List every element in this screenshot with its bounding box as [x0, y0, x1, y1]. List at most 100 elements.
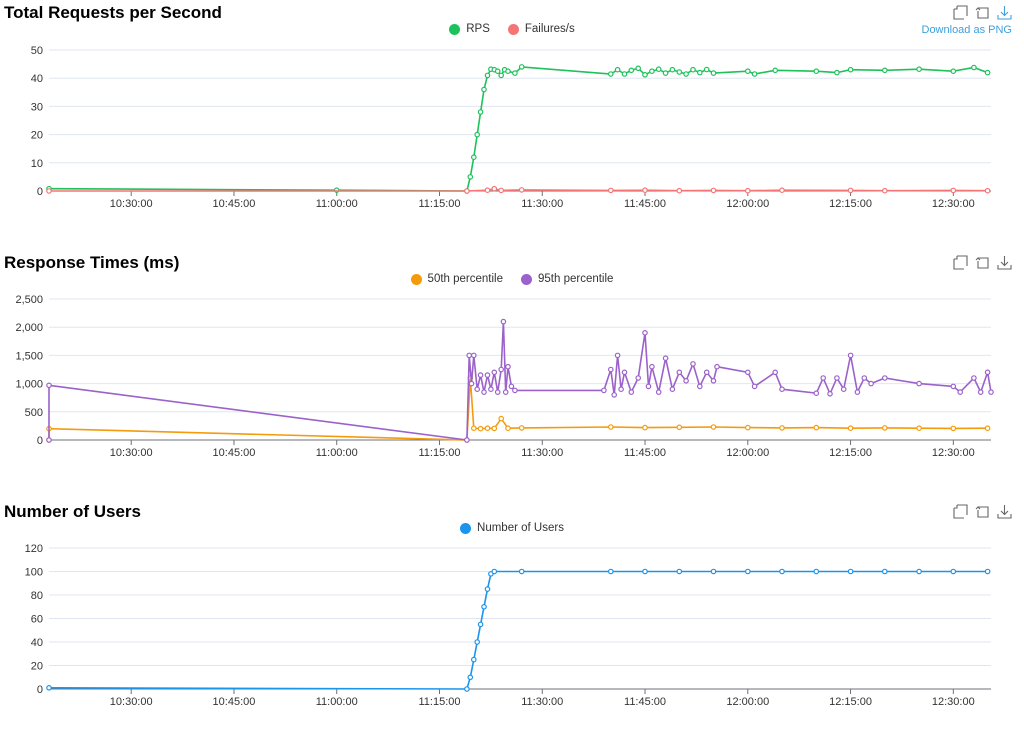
data-point[interactable]	[611, 392, 618, 398]
data-point[interactable]	[916, 380, 922, 387]
data-point[interactable]	[714, 363, 720, 370]
data-point[interactable]	[628, 67, 635, 74]
data-point[interactable]	[868, 380, 874, 387]
data-point[interactable]	[484, 187, 491, 194]
data-point[interactable]	[500, 318, 507, 325]
data-point[interactable]	[710, 187, 717, 194]
data-point[interactable]	[834, 375, 840, 381]
data-point[interactable]	[847, 66, 854, 73]
data-point[interactable]	[881, 425, 888, 431]
data-point[interactable]	[779, 386, 785, 393]
download-as-png-label[interactable]: Download as PNG	[921, 24, 1013, 36]
data-point[interactable]	[834, 69, 840, 76]
data-point[interactable]	[484, 425, 491, 432]
download-icon[interactable]	[997, 5, 1012, 20]
data-point[interactable]	[467, 674, 474, 681]
data-point[interactable]	[696, 69, 703, 76]
data-point[interactable]	[820, 375, 827, 381]
data-point[interactable]	[703, 66, 710, 73]
data-point[interactable]	[488, 386, 494, 393]
data-point[interactable]	[950, 383, 957, 390]
data-point[interactable]	[628, 389, 635, 395]
legend-item[interactable]: Failures/s	[507, 23, 575, 35]
legend-item[interactable]: 95th percentile	[521, 273, 613, 285]
data-point[interactable]	[477, 621, 484, 628]
data-point[interactable]	[464, 437, 470, 443]
data-point[interactable]	[710, 568, 717, 575]
data-point[interactable]	[696, 383, 703, 390]
data-point[interactable]	[505, 363, 511, 370]
data-point[interactable]	[813, 568, 820, 575]
data-point[interactable]	[614, 66, 621, 73]
data-point[interactable]	[690, 66, 696, 73]
data-point[interactable]	[779, 425, 785, 431]
data-point[interactable]	[481, 604, 487, 610]
data-point[interactable]	[744, 424, 751, 431]
zoom-icon[interactable]	[953, 504, 968, 519]
data-point[interactable]	[502, 389, 509, 395]
data-point[interactable]	[46, 685, 52, 691]
data-point[interactable]	[607, 187, 614, 194]
data-point[interactable]	[494, 68, 501, 75]
zoom-icon[interactable]	[953, 5, 968, 20]
data-point[interactable]	[916, 66, 922, 73]
restore-icon[interactable]	[975, 504, 990, 519]
data-point[interactable]	[772, 67, 779, 74]
data-point[interactable]	[498, 366, 505, 373]
data-point[interactable]	[464, 188, 470, 194]
data-point[interactable]	[744, 68, 751, 75]
data-point[interactable]	[470, 656, 477, 663]
data-point[interactable]	[477, 372, 484, 378]
data-point[interactable]	[474, 639, 481, 645]
data-point[interactable]	[840, 386, 847, 393]
data-point[interactable]	[984, 425, 991, 432]
data-point[interactable]	[950, 68, 957, 75]
data-point[interactable]	[498, 187, 505, 194]
data-point[interactable]	[676, 568, 683, 575]
data-point[interactable]	[744, 568, 751, 575]
data-point[interactable]	[491, 369, 498, 376]
data-point[interactable]	[847, 187, 854, 194]
data-point[interactable]	[477, 425, 484, 432]
data-point[interactable]	[470, 154, 477, 161]
data-point[interactable]	[683, 378, 689, 384]
data-point[interactable]	[916, 568, 922, 575]
data-point[interactable]	[46, 188, 52, 194]
data-point[interactable]	[508, 383, 515, 390]
data-point[interactable]	[477, 109, 484, 115]
data-point[interactable]	[484, 586, 491, 592]
data-point[interactable]	[642, 568, 648, 575]
data-point[interactable]	[744, 187, 751, 194]
data-point[interactable]	[881, 187, 888, 194]
restore-icon[interactable]	[975, 5, 990, 20]
data-point[interactable]	[642, 72, 648, 78]
data-point[interactable]	[614, 352, 621, 359]
data-point[interactable]	[984, 568, 991, 575]
data-point[interactable]	[710, 70, 717, 76]
data-point[interactable]	[881, 375, 888, 381]
data-point[interactable]	[474, 386, 481, 393]
data-point[interactable]	[621, 369, 628, 376]
data-point[interactable]	[662, 355, 669, 362]
data-point[interactable]	[676, 69, 683, 75]
data-point[interactable]	[971, 375, 977, 381]
data-point[interactable]	[984, 69, 991, 76]
data-point[interactable]	[464, 686, 470, 692]
data-point[interactable]	[505, 68, 511, 75]
legend-item[interactable]: 50th percentile	[410, 273, 503, 285]
data-point[interactable]	[635, 375, 642, 381]
data-point[interactable]	[690, 361, 696, 367]
data-point[interactable]	[854, 389, 861, 395]
data-point[interactable]	[779, 187, 785, 194]
data-point[interactable]	[481, 86, 487, 93]
data-point[interactable]	[484, 72, 491, 79]
data-point[interactable]	[491, 185, 498, 192]
data-point[interactable]	[518, 187, 525, 193]
data-point[interactable]	[950, 187, 957, 194]
data-point[interactable]	[498, 72, 505, 79]
download-icon[interactable]	[997, 255, 1012, 270]
data-point[interactable]	[518, 64, 525, 70]
data-point[interactable]	[474, 131, 481, 138]
data-point[interactable]	[916, 425, 922, 432]
data-point[interactable]	[662, 70, 669, 76]
